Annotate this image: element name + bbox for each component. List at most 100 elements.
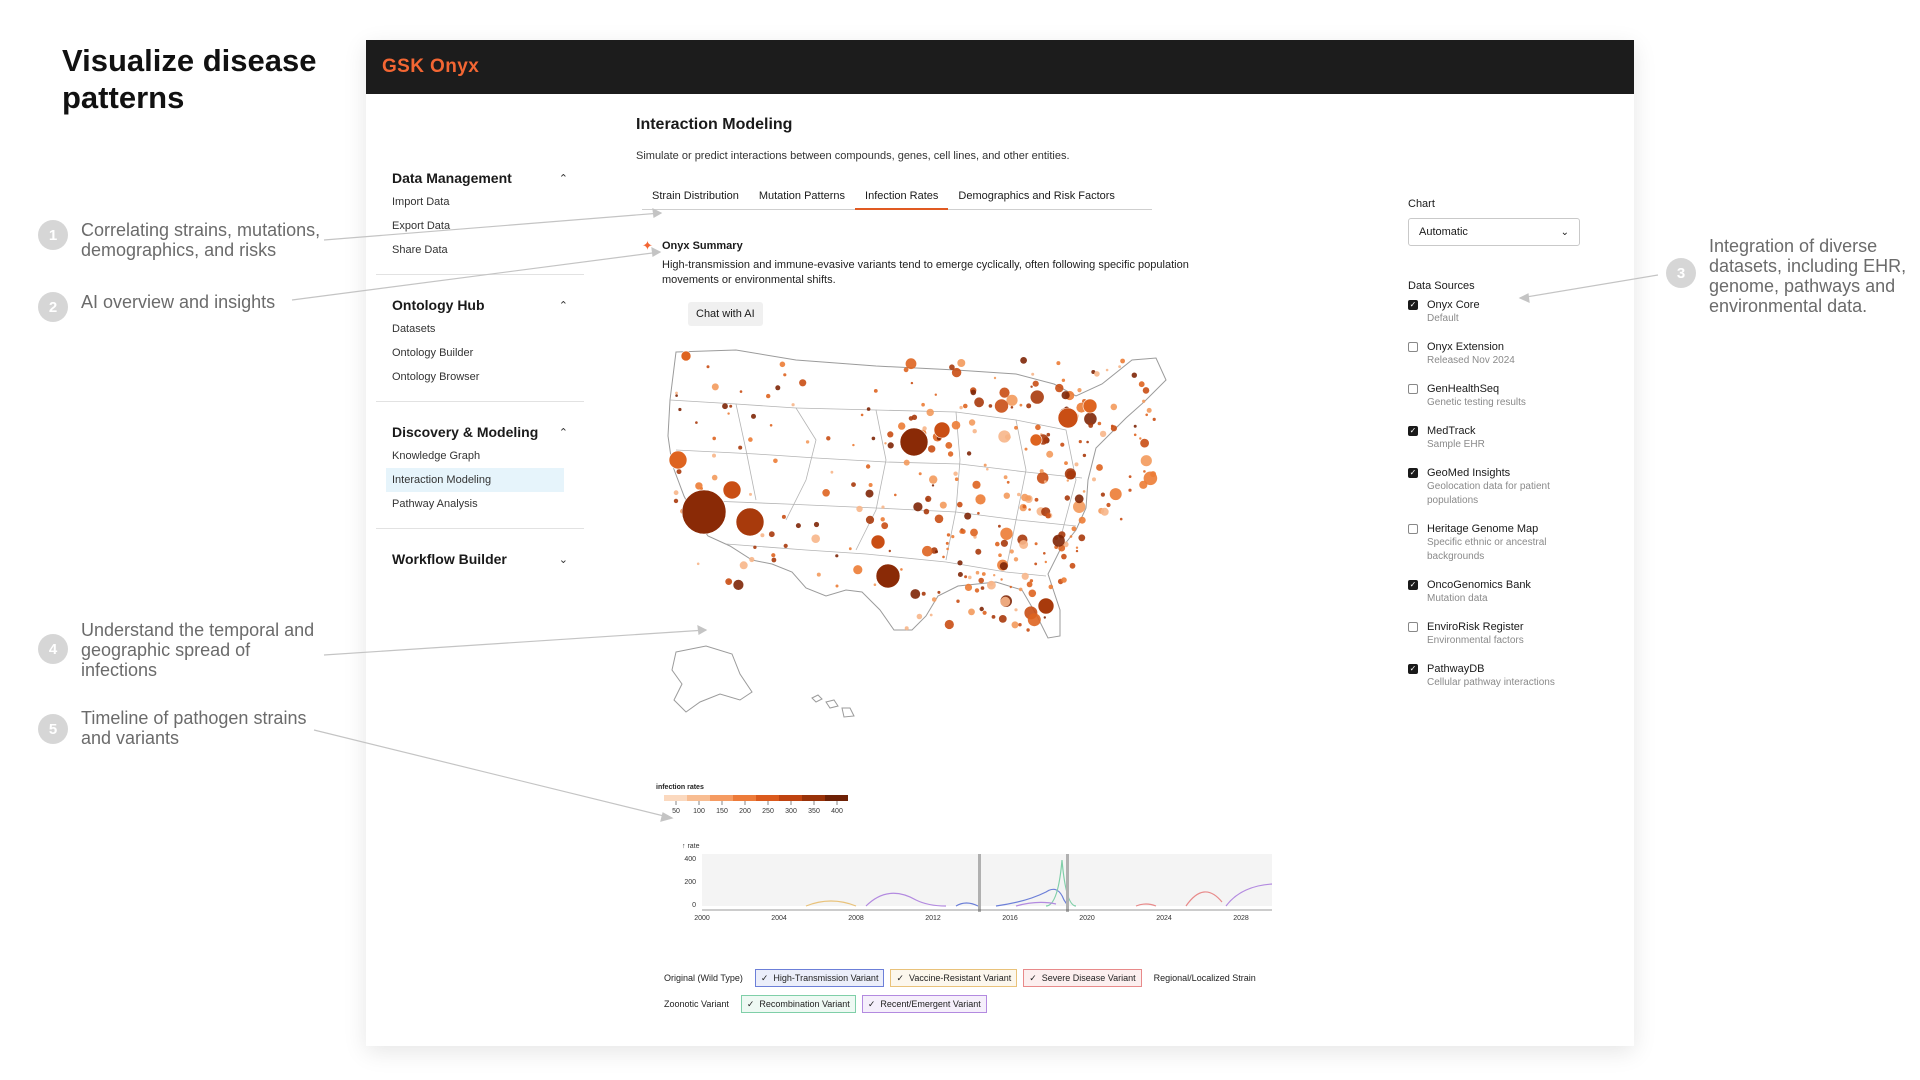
infection-bubble[interactable] xyxy=(1043,616,1046,619)
infection-bubble[interactable] xyxy=(908,416,914,421)
infection-bubble[interactable] xyxy=(748,437,753,442)
infection-bubble[interactable] xyxy=(922,426,927,431)
infection-bubble[interactable] xyxy=(1026,581,1033,588)
infection-bubble[interactable] xyxy=(1055,383,1064,393)
infection-bubble[interactable] xyxy=(1143,470,1146,473)
infection-bubble[interactable] xyxy=(975,494,986,505)
infection-bubble[interactable] xyxy=(1082,490,1086,493)
infection-bubble[interactable] xyxy=(1011,621,1019,629)
infection-bubble[interactable] xyxy=(898,422,906,430)
infection-bubble[interactable] xyxy=(993,574,996,577)
infection-bubble[interactable] xyxy=(1100,507,1109,516)
infection-bubble[interactable] xyxy=(946,547,949,551)
infection-bubble[interactable] xyxy=(988,581,994,586)
infection-bubble[interactable] xyxy=(725,578,733,585)
infection-bubble[interactable] xyxy=(1046,450,1054,458)
infection-bubble[interactable] xyxy=(887,442,894,449)
infection-bubble[interactable] xyxy=(1022,504,1027,509)
infection-bubble[interactable] xyxy=(1071,526,1077,532)
sidebar-item-knowledge-graph[interactable]: Knowledge Graph xyxy=(392,450,481,462)
infection-bubble[interactable] xyxy=(934,514,944,524)
infection-bubble[interactable] xyxy=(1074,494,1084,504)
infection-bubble[interactable] xyxy=(951,367,962,378)
infection-bubble[interactable] xyxy=(942,555,945,559)
infection-bubble[interactable] xyxy=(918,472,922,476)
infection-bubble-large[interactable] xyxy=(875,563,901,589)
infection-bubble[interactable] xyxy=(783,373,787,377)
data-source-checkbox[interactable] xyxy=(1408,524,1418,534)
infection-bubble[interactable] xyxy=(1128,475,1132,478)
infection-bubble[interactable] xyxy=(937,590,941,594)
infection-bubble[interactable] xyxy=(913,502,923,512)
infection-bubble[interactable] xyxy=(1073,500,1086,513)
infection-bubble[interactable] xyxy=(706,365,710,369)
infection-bubble[interactable] xyxy=(983,463,987,467)
infection-bubble[interactable] xyxy=(884,442,887,445)
infection-bubble[interactable] xyxy=(1020,357,1027,364)
infection-bubble[interactable] xyxy=(1044,560,1047,564)
data-source-item[interactable]: ✓ Onyx Core Default xyxy=(1408,298,1608,326)
data-source-checkbox[interactable]: ✓ xyxy=(1408,580,1418,590)
infection-bubble[interactable] xyxy=(1139,437,1142,440)
chart-type-select[interactable]: Automatic ⌄ xyxy=(1408,218,1580,246)
infection-bubble[interactable] xyxy=(949,364,955,370)
infection-bubble[interactable] xyxy=(816,572,821,577)
infection-bubble-large[interactable] xyxy=(933,421,951,439)
infection-bubble[interactable] xyxy=(865,464,871,469)
infection-bubble[interactable] xyxy=(673,490,679,496)
range-handle-right[interactable] xyxy=(1066,854,1069,912)
infection-bubble[interactable] xyxy=(727,412,730,415)
infection-bubble[interactable] xyxy=(1145,413,1148,417)
infection-bubble[interactable] xyxy=(1131,372,1137,378)
infection-bubble[interactable] xyxy=(1142,387,1150,394)
infection-bubble[interactable] xyxy=(978,577,984,584)
infection-bubble[interactable] xyxy=(729,404,733,408)
infection-bubble[interactable] xyxy=(1048,584,1054,590)
infection-bubble[interactable] xyxy=(994,399,1009,413)
infection-bubble[interactable] xyxy=(781,514,786,519)
infection-bubble[interactable] xyxy=(968,419,976,426)
infection-bubble[interactable] xyxy=(959,405,963,410)
data-source-item[interactable]: ✓ MedTrack Sample EHR xyxy=(1408,424,1608,452)
infection-bubble[interactable] xyxy=(986,467,989,471)
infection-bubble[interactable] xyxy=(1045,512,1051,519)
infection-bubble[interactable] xyxy=(1075,546,1079,549)
strain-chip[interactable]: ✓ Recombination Variant xyxy=(740,995,856,1013)
infection-bubble[interactable] xyxy=(851,482,856,487)
infection-bubble[interactable] xyxy=(1043,552,1046,555)
infection-bubble[interactable] xyxy=(1146,407,1152,413)
infection-bubble[interactable] xyxy=(1060,442,1065,447)
infection-bubble[interactable] xyxy=(696,562,700,566)
infection-bubble[interactable] xyxy=(921,591,926,596)
data-source-item[interactable]: EnviroRisk Register Environmental factors xyxy=(1408,620,1608,648)
infection-bubble[interactable] xyxy=(775,385,781,391)
infection-bubble[interactable] xyxy=(910,381,914,385)
infection-bubble[interactable] xyxy=(1036,472,1049,484)
infection-bubble[interactable] xyxy=(1138,381,1145,388)
infection-bubble-large[interactable] xyxy=(1082,398,1098,414)
infection-bubble[interactable] xyxy=(1030,385,1033,388)
infection-bubble[interactable] xyxy=(1021,572,1029,580)
infection-bubble[interactable] xyxy=(791,403,795,407)
infection-bubble[interactable] xyxy=(926,498,929,501)
infection-bubble[interactable] xyxy=(1003,475,1008,480)
infection-bubble[interactable] xyxy=(873,389,878,393)
infection-bubble[interactable] xyxy=(856,505,863,513)
infection-bubble[interactable] xyxy=(773,458,778,464)
sidebar-item-ontology-builder[interactable]: Ontology Builder xyxy=(392,347,474,359)
infection-bubble[interactable] xyxy=(957,560,963,566)
data-source-checkbox[interactable] xyxy=(1408,622,1418,632)
infection-bubble[interactable] xyxy=(982,610,987,615)
infection-bubble[interactable] xyxy=(999,562,1008,571)
infection-bubble[interactable] xyxy=(1039,469,1044,474)
infection-bubble[interactable] xyxy=(964,575,968,579)
infection-bubble[interactable] xyxy=(929,475,938,484)
data-source-item[interactable]: Heritage Genome Map Specific ethnic or an… xyxy=(1408,522,1608,564)
strain-chip[interactable]: Zoonotic Variant xyxy=(658,995,735,1013)
infection-bubble[interactable] xyxy=(1000,539,1008,547)
infection-bubble[interactable] xyxy=(873,583,877,586)
infection-bubble[interactable] xyxy=(888,549,891,553)
infection-bubble[interactable] xyxy=(1119,517,1123,521)
infection-bubble[interactable] xyxy=(712,453,716,458)
infection-bubble[interactable] xyxy=(904,626,909,631)
